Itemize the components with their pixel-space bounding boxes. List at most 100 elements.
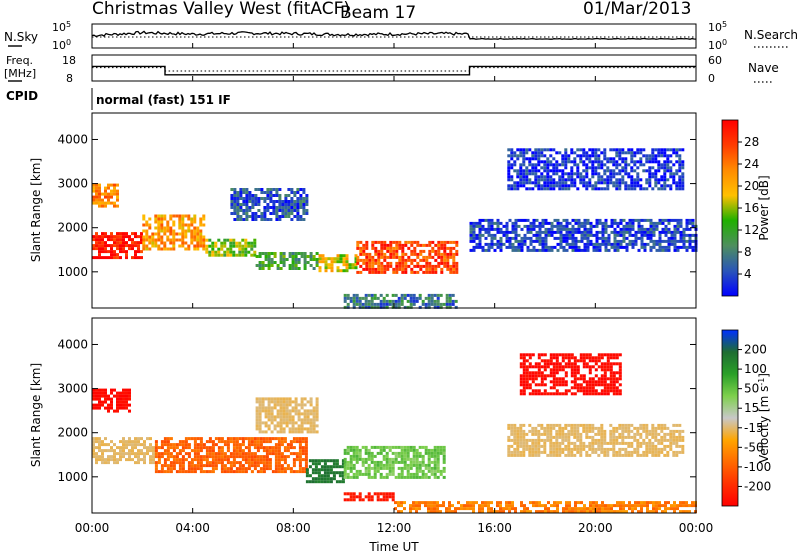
data-cell bbox=[258, 403, 262, 407]
data-cell bbox=[600, 160, 604, 164]
data-cell bbox=[535, 248, 539, 252]
data-cell bbox=[636, 181, 640, 185]
data-cell bbox=[642, 187, 646, 191]
data-cell bbox=[255, 418, 259, 422]
data-cell bbox=[346, 466, 350, 470]
data-cell bbox=[422, 249, 426, 253]
data-cell bbox=[329, 465, 333, 469]
data-cell bbox=[311, 471, 315, 475]
data-cell bbox=[607, 248, 611, 252]
data-cell bbox=[549, 423, 553, 427]
data-cell bbox=[452, 264, 456, 268]
data-cell bbox=[288, 415, 292, 419]
data-cell bbox=[303, 261, 307, 264]
data-cell bbox=[190, 232, 194, 236]
data-cell bbox=[270, 415, 274, 419]
data-cell bbox=[383, 255, 387, 259]
data-cell bbox=[125, 446, 128, 450]
data-cell bbox=[478, 510, 481, 514]
data-cell bbox=[594, 441, 598, 445]
data-cell bbox=[379, 498, 383, 502]
data-cell bbox=[437, 252, 441, 256]
data-cell bbox=[382, 296, 386, 300]
data-cell bbox=[220, 449, 224, 453]
data-cell bbox=[275, 194, 279, 197]
data-cell bbox=[255, 255, 259, 258]
data-cell bbox=[534, 151, 538, 155]
data-cell bbox=[101, 440, 104, 444]
data-cell bbox=[673, 236, 677, 240]
data-cell bbox=[166, 470, 170, 474]
data-cell bbox=[258, 264, 262, 267]
data-cell bbox=[496, 510, 499, 514]
data-cell bbox=[359, 258, 363, 262]
data-cell bbox=[576, 377, 580, 381]
data-cell bbox=[630, 187, 634, 191]
data-cell bbox=[537, 187, 541, 191]
data-cell bbox=[649, 510, 652, 514]
data-cell bbox=[392, 246, 396, 250]
data-cell bbox=[655, 507, 658, 511]
data-cell bbox=[582, 184, 586, 188]
data-cell bbox=[609, 371, 613, 375]
data-cell bbox=[184, 241, 188, 245]
data-cell bbox=[427, 451, 431, 455]
data-cell bbox=[427, 296, 431, 300]
data-cell bbox=[594, 151, 598, 155]
data-cell bbox=[481, 501, 484, 505]
data-cell bbox=[143, 452, 146, 456]
data-cell bbox=[239, 197, 243, 200]
data-cell bbox=[287, 215, 291, 218]
data-cell bbox=[663, 169, 667, 173]
data-cell bbox=[364, 451, 368, 455]
data-cell bbox=[544, 218, 548, 222]
data-cell bbox=[570, 362, 574, 366]
data-cell bbox=[256, 443, 260, 447]
data-cell bbox=[238, 464, 242, 468]
data-cell bbox=[511, 501, 514, 505]
data-cell bbox=[606, 356, 610, 360]
data-cell bbox=[591, 426, 595, 430]
data-cell bbox=[634, 501, 637, 505]
data-cell bbox=[567, 178, 571, 182]
data-cell bbox=[452, 252, 456, 256]
data-cell bbox=[603, 365, 607, 369]
data-cell bbox=[415, 448, 419, 452]
data-cell bbox=[631, 242, 635, 246]
data-cell bbox=[92, 391, 95, 395]
data-cell bbox=[235, 446, 239, 450]
data-cell bbox=[657, 447, 661, 451]
data-cell bbox=[544, 507, 547, 511]
data-cell bbox=[309, 424, 313, 428]
data-cell bbox=[564, 362, 568, 366]
data-cell bbox=[534, 377, 538, 381]
data-cell bbox=[226, 247, 230, 251]
data-cell bbox=[349, 498, 353, 502]
data-cell bbox=[421, 454, 425, 458]
data-cell bbox=[397, 501, 400, 505]
data-cell bbox=[633, 169, 637, 173]
data-cell bbox=[514, 230, 518, 234]
data-cell bbox=[370, 498, 374, 502]
data-cell bbox=[543, 163, 547, 167]
data-cell bbox=[264, 406, 268, 410]
data-cell bbox=[546, 426, 550, 430]
data-cell bbox=[615, 389, 619, 393]
data-cell bbox=[309, 421, 313, 425]
data-cell bbox=[137, 461, 140, 465]
data-cell bbox=[286, 446, 290, 450]
data-cell bbox=[543, 160, 547, 164]
data-cell bbox=[255, 397, 259, 401]
data-cell bbox=[567, 435, 571, 439]
data-cell bbox=[631, 245, 635, 249]
data-cell bbox=[202, 470, 206, 474]
data-cell bbox=[267, 252, 271, 255]
data-cell bbox=[455, 261, 459, 265]
data-cell bbox=[639, 151, 643, 155]
data-cell bbox=[374, 246, 378, 250]
data-cell bbox=[382, 448, 386, 452]
data-cell bbox=[368, 267, 372, 271]
nave-label: Nave bbox=[748, 61, 779, 75]
data-cell bbox=[455, 267, 459, 271]
